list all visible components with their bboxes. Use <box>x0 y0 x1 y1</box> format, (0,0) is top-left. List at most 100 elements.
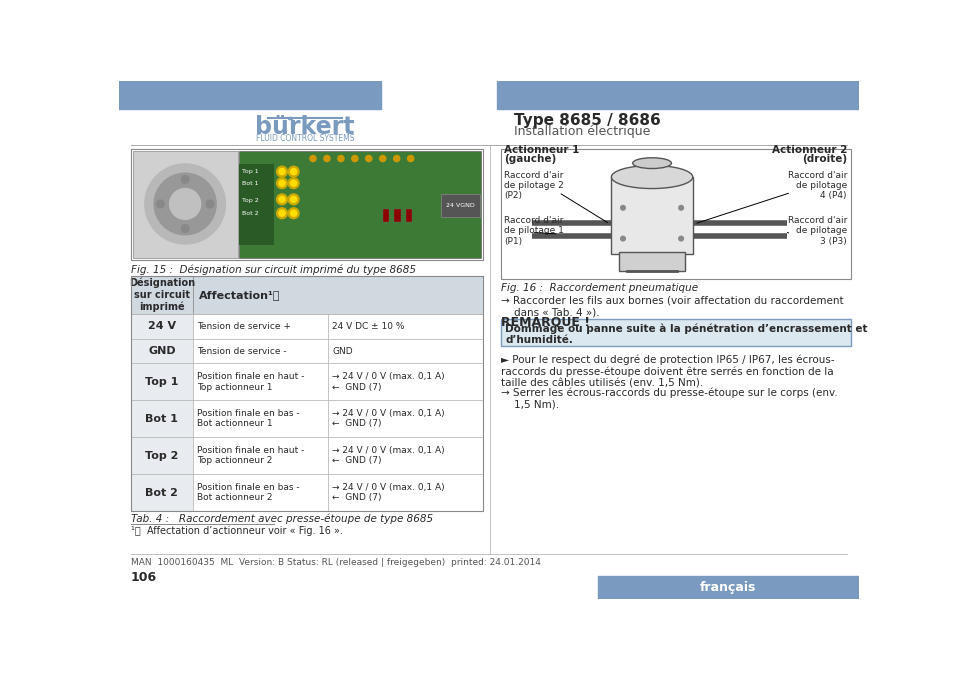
Text: GND: GND <box>148 346 175 356</box>
Bar <box>382 209 389 221</box>
Bar <box>239 164 274 245</box>
Bar <box>328 314 483 339</box>
Text: 24 V DC ± 10 %: 24 V DC ± 10 % <box>332 322 404 331</box>
Bar <box>193 400 328 437</box>
Text: Raccord d'air
de pilotage
3 (P3): Raccord d'air de pilotage 3 (P3) <box>787 216 846 246</box>
Bar <box>193 339 328 363</box>
Circle shape <box>291 210 296 216</box>
Text: Bot 2: Bot 2 <box>145 488 178 498</box>
Bar <box>440 194 479 217</box>
Bar <box>328 474 483 511</box>
Bar <box>193 363 328 400</box>
Circle shape <box>310 155 315 162</box>
Circle shape <box>620 205 624 210</box>
Circle shape <box>323 155 330 162</box>
Text: Affectation¹⧣: Affectation¹⧣ <box>199 290 280 299</box>
Circle shape <box>276 194 287 205</box>
Text: MAN  1000160435  ML  Version: B Status: RL (released | freigegeben)  printed: 24: MAN 1000160435 ML Version: B Status: RL … <box>131 558 540 567</box>
Bar <box>131 275 193 314</box>
Text: Actionneur 2: Actionneur 2 <box>771 145 846 155</box>
FancyBboxPatch shape <box>500 319 850 347</box>
Text: Installation électrique: Installation électrique <box>514 125 650 138</box>
Bar <box>239 151 480 258</box>
Bar <box>193 275 483 314</box>
Text: → 24 V / 0 V (max. 0,1 A)
←  GND (7): → 24 V / 0 V (max. 0,1 A) ← GND (7) <box>332 483 444 503</box>
Bar <box>394 209 400 221</box>
Bar <box>131 314 193 339</box>
Bar <box>406 209 412 221</box>
Bar <box>131 437 193 474</box>
Circle shape <box>276 208 287 219</box>
Text: FLUID CONTROL SYSTEMS: FLUID CONTROL SYSTEMS <box>255 134 355 143</box>
Text: Tab. 4 :   Raccordement avec presse-étoupe de type 8685: Tab. 4 : Raccordement avec presse-étoupe… <box>131 513 433 524</box>
Circle shape <box>291 180 296 186</box>
Text: → Serrer les écrous-raccords du presse-étoupe sur le corps (env.
    1,5 Nm).: → Serrer les écrous-raccords du presse-é… <box>500 387 837 409</box>
Bar <box>328 437 483 474</box>
Text: Position finale en bas -
Bot actionneur 1: Position finale en bas - Bot actionneur … <box>196 409 299 429</box>
Circle shape <box>291 168 296 175</box>
Circle shape <box>145 164 225 244</box>
Text: bürkert: bürkert <box>255 115 355 139</box>
Circle shape <box>278 168 285 175</box>
Text: Top 1: Top 1 <box>241 169 258 174</box>
Text: Top 1: Top 1 <box>145 377 178 387</box>
Bar <box>131 363 193 400</box>
Circle shape <box>352 155 357 162</box>
Circle shape <box>181 176 189 183</box>
Text: Bot 1: Bot 1 <box>241 180 258 186</box>
Circle shape <box>154 173 216 235</box>
Text: 24 V: 24 V <box>148 322 175 331</box>
Text: Position finale en haut -
Top actionneur 1: Position finale en haut - Top actionneur… <box>196 372 304 392</box>
Bar <box>133 151 237 258</box>
Text: Actionneur 1: Actionneur 1 <box>504 145 579 155</box>
Circle shape <box>394 155 399 162</box>
Bar <box>611 177 692 254</box>
Ellipse shape <box>611 166 692 188</box>
Circle shape <box>679 236 682 241</box>
Bar <box>131 400 193 437</box>
Circle shape <box>288 208 298 219</box>
Circle shape <box>276 166 287 177</box>
Bar <box>131 149 483 260</box>
Text: Tension de service +: Tension de service + <box>196 322 291 331</box>
Ellipse shape <box>632 157 671 168</box>
Text: Dommage ou panne suite à la pénétration d’encrassement et
d’humidité.: Dommage ou panne suite à la pénétration … <box>505 323 867 345</box>
Bar <box>119 81 381 109</box>
Circle shape <box>156 200 164 208</box>
Text: Fig. 16 :  Raccordement pneumatique: Fig. 16 : Raccordement pneumatique <box>500 283 697 293</box>
Text: Raccord d'air
de pilotage
4 (P4): Raccord d'air de pilotage 4 (P4) <box>787 170 846 201</box>
Text: REMARQUE !: REMARQUE ! <box>500 316 589 328</box>
Text: Position finale en haut -
Top actionneur 2: Position finale en haut - Top actionneur… <box>196 446 304 466</box>
Circle shape <box>379 155 385 162</box>
Text: 106: 106 <box>131 571 157 584</box>
Text: (gauche): (gauche) <box>504 153 557 164</box>
Text: 24 VGND: 24 VGND <box>445 203 475 208</box>
Bar <box>193 437 328 474</box>
Circle shape <box>170 188 200 219</box>
Text: → 24 V / 0 V (max. 0,1 A)
←  GND (7): → 24 V / 0 V (max. 0,1 A) ← GND (7) <box>332 409 444 429</box>
Text: Top 2: Top 2 <box>241 198 258 203</box>
Circle shape <box>337 155 344 162</box>
Text: Désignation
sur circuit
imprimé: Désignation sur circuit imprimé <box>129 278 194 312</box>
Bar <box>193 474 328 511</box>
Bar <box>497 81 858 109</box>
Text: → Raccorder les fils aux bornes (voir affectation du raccordement
    dans « Tab: → Raccorder les fils aux bornes (voir af… <box>500 295 842 317</box>
Text: → 24 V / 0 V (max. 0,1 A)
←  GND (7): → 24 V / 0 V (max. 0,1 A) ← GND (7) <box>332 446 444 466</box>
Text: Tension de service -: Tension de service - <box>196 347 286 355</box>
Text: GND: GND <box>332 347 353 355</box>
Text: → 24 V / 0 V (max. 0,1 A)
←  GND (7): → 24 V / 0 V (max. 0,1 A) ← GND (7) <box>332 372 444 392</box>
Circle shape <box>620 236 624 241</box>
Bar <box>618 252 684 271</box>
Bar <box>500 149 850 279</box>
Circle shape <box>365 155 372 162</box>
Text: Bot 2: Bot 2 <box>241 211 258 217</box>
Text: Top 2: Top 2 <box>145 451 178 461</box>
Text: (droite): (droite) <box>801 153 846 164</box>
Circle shape <box>206 200 213 208</box>
Text: Position finale en bas -
Bot actionneur 2: Position finale en bas - Bot actionneur … <box>196 483 299 503</box>
Circle shape <box>278 197 285 203</box>
Bar <box>328 400 483 437</box>
Bar <box>328 363 483 400</box>
Text: Bot 1: Bot 1 <box>145 414 178 424</box>
Circle shape <box>288 194 298 205</box>
